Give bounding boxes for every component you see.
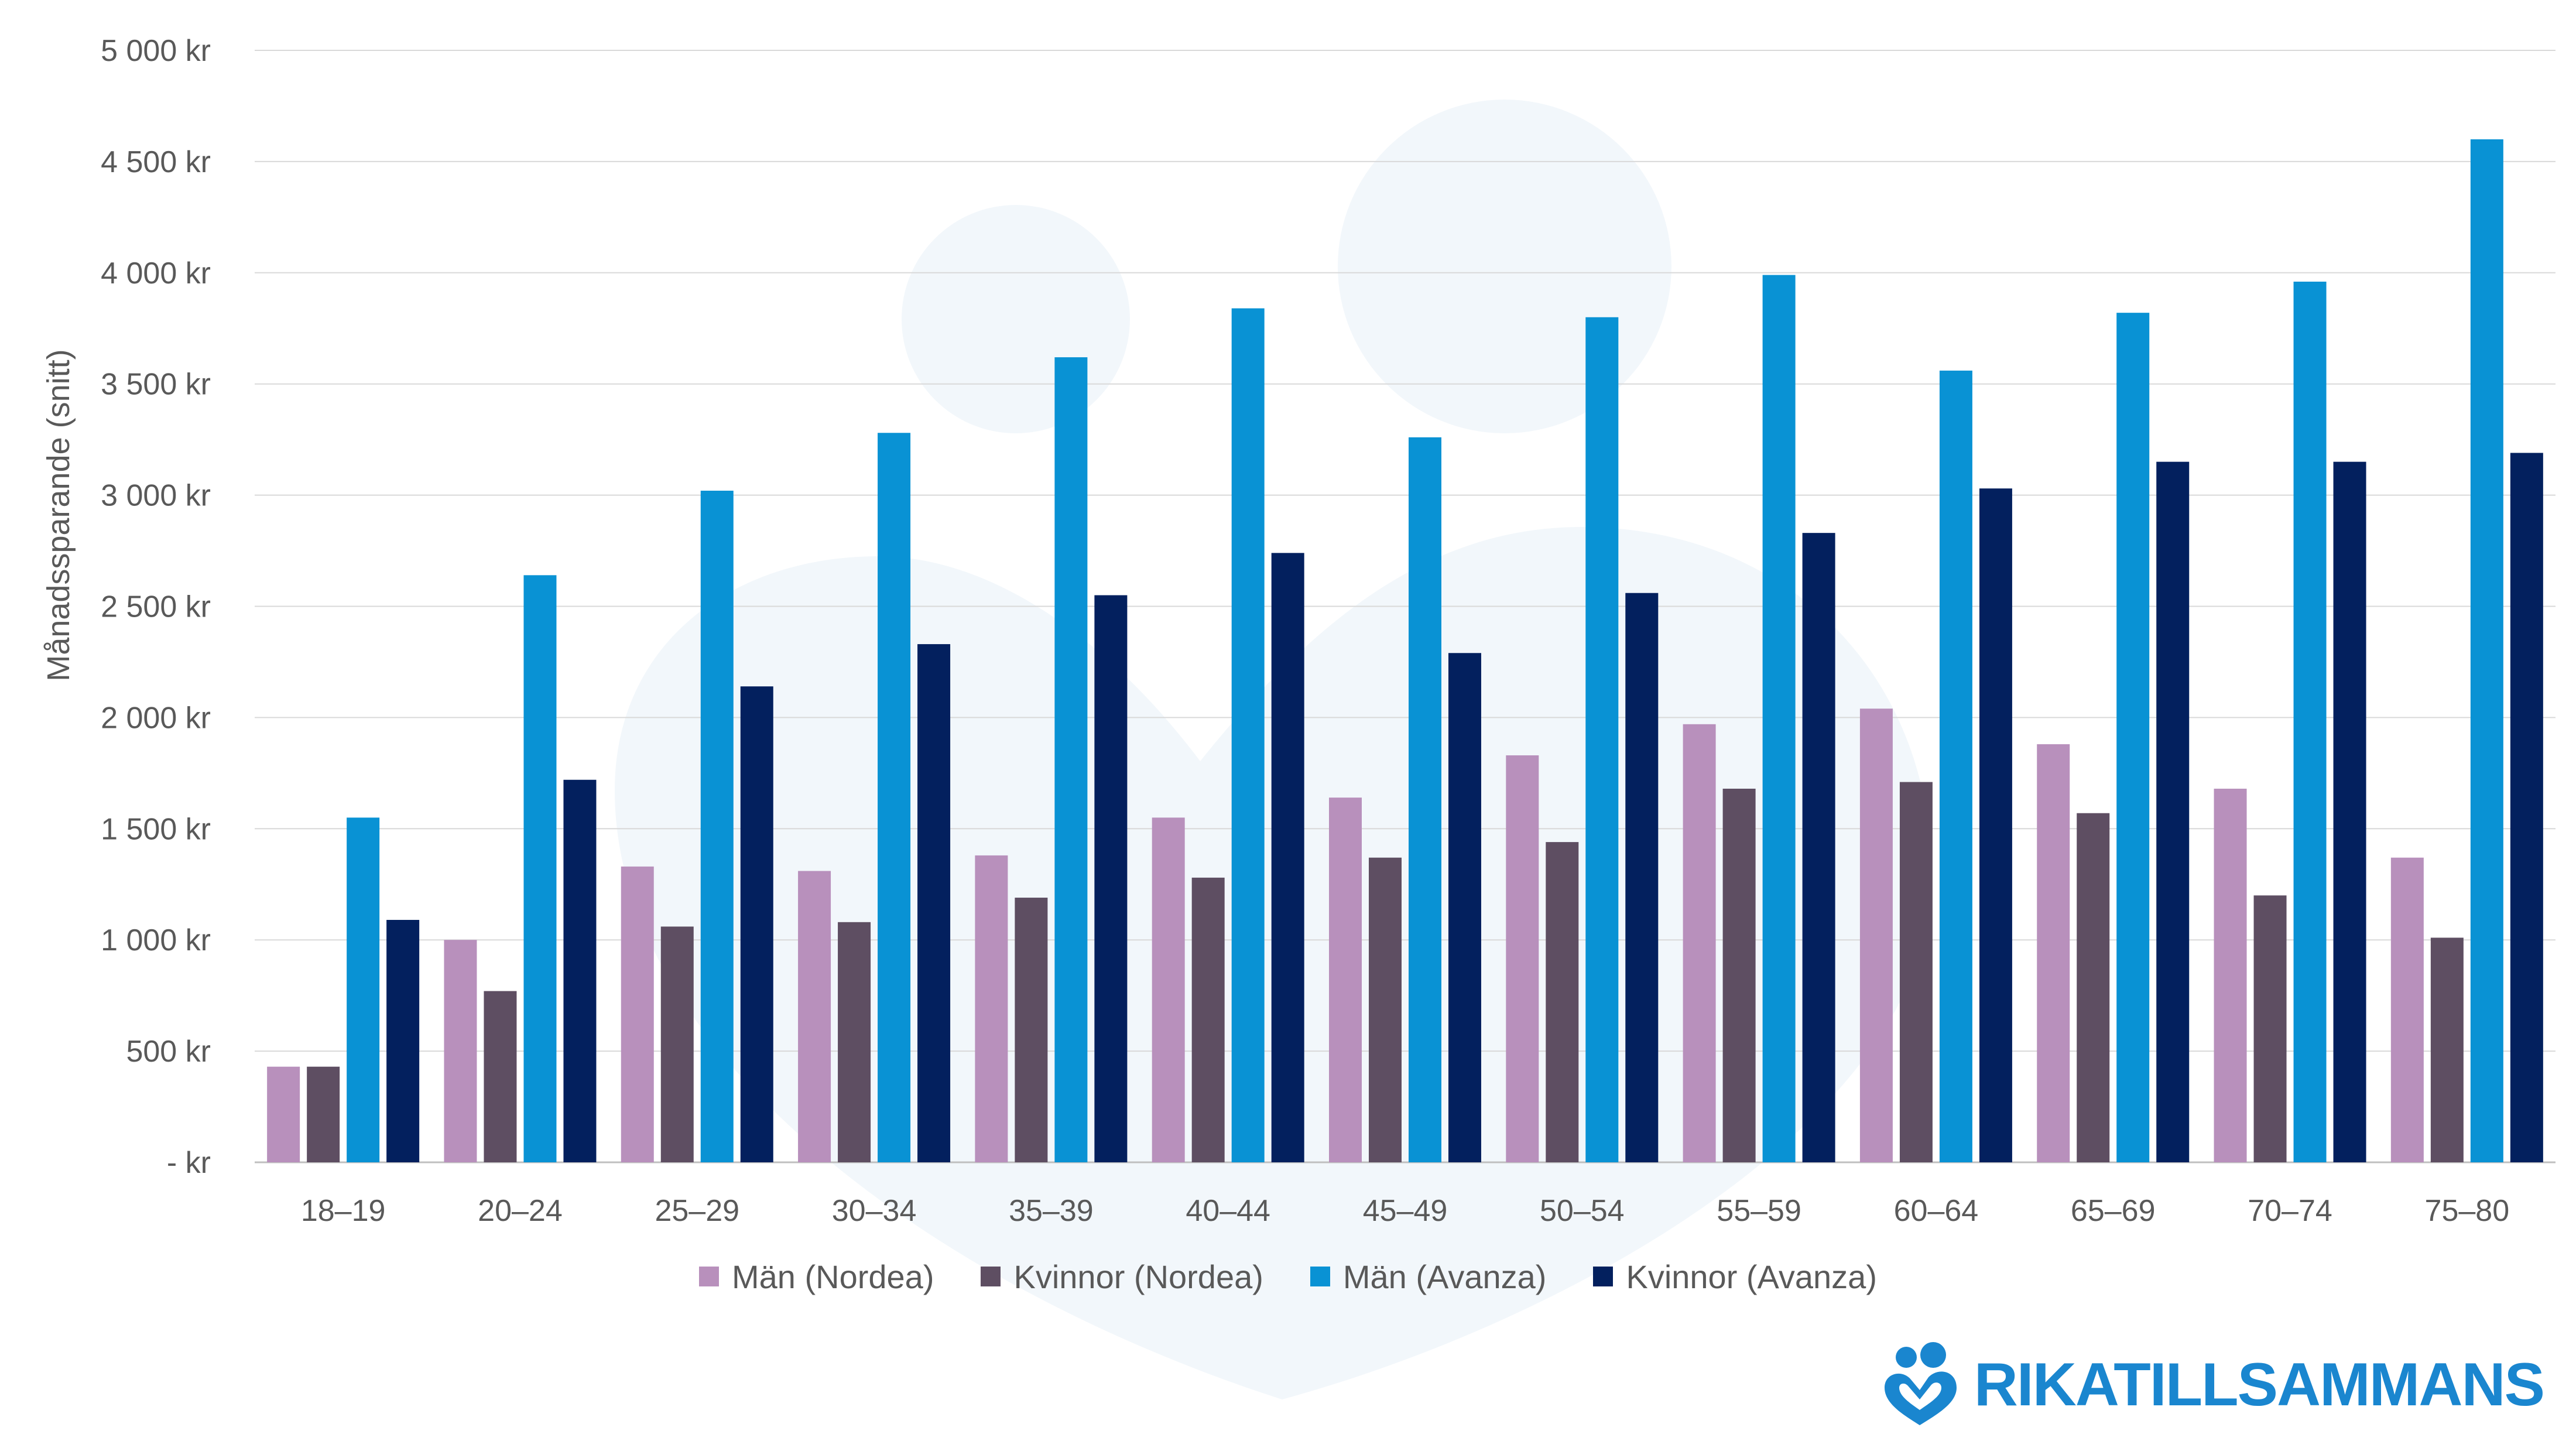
brand-name: RIKATILLSAMMANS <box>1974 1350 2545 1419</box>
x-tick-label: 35–39 <box>1009 1194 1094 1228</box>
x-tick-label: 50–54 <box>1540 1194 1625 1228</box>
bar <box>307 1066 340 1162</box>
legend-label: Kvinnor (Nordea) <box>1013 1258 1263 1295</box>
legend: Män (Nordea) Kvinnor (Nordea) Män (Avanza)… <box>0 1241 2576 1312</box>
bar <box>2470 139 2503 1162</box>
bar <box>740 686 773 1162</box>
bar <box>917 644 951 1162</box>
legend-item: Kvinnor (Avanza) <box>1593 1258 1877 1296</box>
bar <box>798 871 831 1162</box>
x-tick-label: 20–24 <box>478 1194 563 1228</box>
legend-swatch <box>1310 1267 1330 1286</box>
bar <box>1191 877 1225 1162</box>
x-tick-label: 18–19 <box>301 1194 386 1228</box>
bar <box>878 433 911 1162</box>
bar <box>2390 857 2424 1162</box>
bar <box>1762 275 1796 1162</box>
bar <box>1231 308 1265 1162</box>
y-tick-label: 2 500 kr <box>101 590 211 624</box>
y-tick-label: 5 000 kr <box>101 34 211 68</box>
y-tick-label: 500 kr <box>126 1035 211 1069</box>
x-tick-label: 75–80 <box>2425 1194 2510 1228</box>
bar <box>2077 813 2110 1162</box>
legend-item: Kvinnor (Nordea) <box>981 1258 1263 1296</box>
x-axis-ticks: 18–19 20–24 25–29 30–34 35–39 40–44 45–49 50–54… <box>301 1194 2509 1228</box>
legend-item: Män (Avanza) <box>1310 1258 1547 1296</box>
bar <box>2253 895 2287 1162</box>
bars <box>267 139 2543 1163</box>
bar <box>975 855 1008 1162</box>
y-tick-label: 4 000 kr <box>101 256 211 290</box>
bar <box>523 575 557 1162</box>
bar <box>347 817 380 1162</box>
bar <box>1979 488 2012 1162</box>
legend-label: Män (Avanza) <box>1342 1258 1547 1295</box>
bar <box>1546 842 1579 1162</box>
y-tick-label: 2 000 kr <box>101 701 211 735</box>
bar <box>2116 313 2150 1162</box>
bar <box>386 920 420 1162</box>
x-tick-label: 55–59 <box>1717 1194 1801 1228</box>
bar <box>2510 453 2543 1162</box>
bar <box>267 1066 300 1162</box>
bar <box>2293 281 2327 1163</box>
bar <box>1722 788 1756 1162</box>
y-tick-label: 3 500 kr <box>101 368 211 402</box>
bar <box>660 926 694 1162</box>
brand-logo: RIKATILLSAMMANS <box>1876 1341 2545 1429</box>
bar <box>1369 857 1402 1162</box>
bar <box>621 866 654 1162</box>
bar <box>563 779 597 1162</box>
bar <box>1094 595 1128 1162</box>
y-tick-label: 1 500 kr <box>101 812 211 846</box>
bar <box>1585 317 1619 1162</box>
x-tick-label: 70–74 <box>2248 1194 2332 1228</box>
bar <box>1939 370 1972 1162</box>
bar <box>444 940 477 1162</box>
bar <box>1152 817 1185 1162</box>
legend-swatch <box>981 1267 1001 1286</box>
bar <box>1448 653 1481 1162</box>
bar <box>484 991 517 1162</box>
bar <box>1271 553 1304 1162</box>
legend-swatch <box>699 1267 720 1286</box>
legend-swatch <box>1593 1267 1614 1286</box>
x-tick-label: 40–44 <box>1186 1194 1270 1228</box>
bar <box>1683 724 1716 1162</box>
bar <box>1859 709 1893 1162</box>
bar <box>1054 357 1088 1162</box>
bar <box>700 491 734 1162</box>
bar <box>1015 898 1048 1162</box>
x-tick-label: 60–64 <box>1894 1194 1979 1228</box>
bar <box>2037 744 2070 1162</box>
bar <box>2430 937 2464 1162</box>
family-heart-icon <box>1884 1342 1957 1425</box>
bar <box>1506 755 1539 1162</box>
legend-label: Män (Nordea) <box>732 1258 934 1295</box>
bar <box>1625 593 1659 1162</box>
y-tick-label: - kr <box>167 1146 211 1180</box>
bar <box>838 922 871 1162</box>
bar <box>2156 461 2190 1162</box>
y-tick-label: 4 500 kr <box>101 145 211 179</box>
y-axis-ticks: - kr 500 kr 1 000 kr 1 500 kr 2 000 kr 2 500 … <box>101 34 211 1180</box>
bar <box>1802 533 1835 1162</box>
y-tick-label: 3 000 kr <box>101 479 211 513</box>
bar <box>1899 782 1933 1162</box>
x-tick-label: 25–29 <box>655 1194 739 1228</box>
bar <box>2333 461 2366 1162</box>
bar <box>1409 437 1441 1162</box>
bar <box>2214 788 2247 1162</box>
x-tick-label: 30–34 <box>832 1194 917 1228</box>
legend-item: Män (Nordea) <box>699 1258 934 1296</box>
bar <box>1329 798 1362 1162</box>
x-tick-label: 45–49 <box>1363 1194 1448 1228</box>
y-tick-label: 1 000 kr <box>101 923 211 957</box>
x-tick-label: 65–69 <box>2071 1194 2156 1228</box>
legend-label: Kvinnor (Avanza) <box>1626 1258 1877 1295</box>
